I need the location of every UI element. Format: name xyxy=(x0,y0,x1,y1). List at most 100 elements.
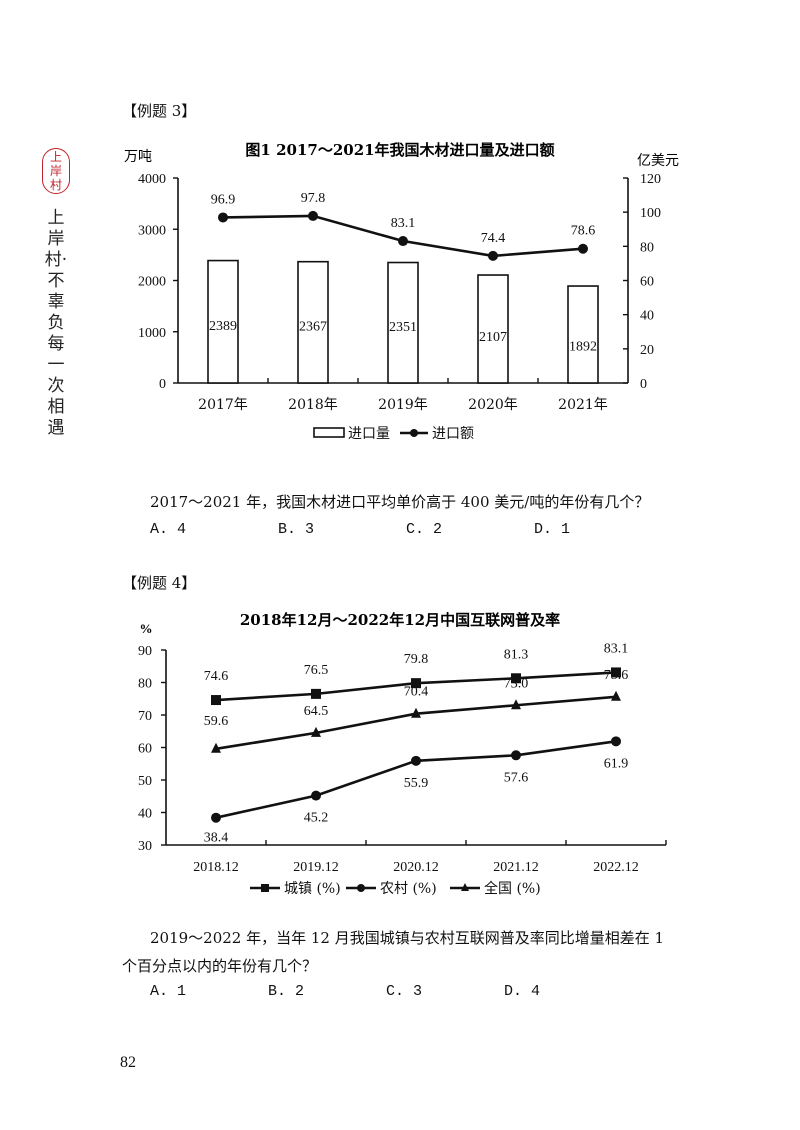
circle-marker xyxy=(308,210,318,221)
svg-text:60: 60 xyxy=(138,742,152,757)
circle-marker xyxy=(398,236,408,247)
chart-internet-penetration: 2018年12月～2022年12月中国互联网普及率 % 30 40 50 60 70 80… xyxy=(138,611,667,897)
seal-char: 上 xyxy=(49,150,62,164)
point-value-label: 70.4 xyxy=(404,685,429,700)
svg-text:80: 80 xyxy=(138,677,152,692)
legend-bar-swatch xyxy=(313,427,345,438)
circle-marker xyxy=(211,812,221,823)
bar-value-label: 2107 xyxy=(479,330,507,345)
chart-title: 2018年12月～2022年12月中国互联网普及率 xyxy=(240,611,560,629)
chart-legend: 进口量 进口额 xyxy=(313,426,474,442)
example-3-label: 【例题 3】 xyxy=(122,102,197,120)
seal-char: 岸 xyxy=(49,164,62,178)
option-d: D. 1 xyxy=(534,521,571,538)
point-value-label: 79.8 xyxy=(404,652,429,667)
point-value-label: 96.9 xyxy=(211,192,236,207)
example-4-label: 【例题 4】 xyxy=(122,574,197,592)
option-b: B. 2 xyxy=(268,983,305,1000)
x-tick-label: 2020.12 xyxy=(393,860,439,875)
example-3-question: 2017～2021 年，我国木材进口平均单价高于 400 美元/吨的年份有几个？ xyxy=(150,493,650,511)
right-axis-unit: 亿美元 xyxy=(637,153,679,169)
point-value-label: 74.4 xyxy=(481,231,506,246)
bar-import-volume xyxy=(567,285,599,384)
x-tick-label: 2022.12 xyxy=(593,860,639,875)
y-axis-unit: % xyxy=(140,621,153,636)
triangle-marker xyxy=(411,707,421,718)
square-marker xyxy=(211,695,221,706)
option-b: B. 3 xyxy=(278,521,315,538)
example-4-question-line2: 个百分点以内的年份有几个？ xyxy=(122,957,318,975)
circle-marker xyxy=(410,429,418,437)
svg-text:1000: 1000 xyxy=(138,326,166,341)
point-value-label: 57.6 xyxy=(504,770,529,785)
legend-label: 全国 (%) xyxy=(484,880,541,897)
circle-marker xyxy=(511,750,521,761)
chart-title: 图1 2017～2021年我国木材进口量及进口额 xyxy=(245,141,554,159)
x-tick-label: 2018.12 xyxy=(193,860,239,875)
svg-text:3000: 3000 xyxy=(138,223,166,238)
point-value-label: 81.3 xyxy=(504,647,529,662)
svg-text:70: 70 xyxy=(138,709,152,724)
x-tick-label: 2020年 xyxy=(468,397,518,413)
svg-text:2000: 2000 xyxy=(138,275,166,290)
bar-import-volume xyxy=(297,260,329,384)
point-value-label: 76.5 xyxy=(304,663,329,678)
point-value-label: 78.6 xyxy=(571,224,596,239)
seal-char: 村 xyxy=(49,178,62,192)
svg-text:0: 0 xyxy=(159,377,166,392)
circle-marker xyxy=(357,884,365,892)
x-tick-label: 2017年 xyxy=(198,397,248,413)
x-tick-label: 2021.12 xyxy=(493,860,539,875)
bar-value-label: 2351 xyxy=(389,320,417,335)
point-value-label: 74.6 xyxy=(204,669,229,684)
point-value-label: 73.0 xyxy=(504,676,529,691)
svg-text:40: 40 xyxy=(138,807,152,822)
svg-text:90: 90 xyxy=(138,644,152,659)
bar-value-label: 2389 xyxy=(209,319,237,334)
point-value-label: 97.8 xyxy=(301,191,326,206)
circle-marker xyxy=(578,243,588,254)
bar-value-label: 1892 xyxy=(569,340,597,355)
point-value-label: 64.5 xyxy=(304,704,329,719)
option-a: A. 4 xyxy=(150,521,187,538)
square-marker xyxy=(611,667,621,678)
series-line xyxy=(215,695,617,751)
svg-text:30: 30 xyxy=(138,839,152,854)
x-tick-label: 2021年 xyxy=(558,397,608,413)
point-value-label: 83.1 xyxy=(604,641,629,656)
left-axis-unit: 万吨 xyxy=(124,149,152,165)
point-value-label: 38.4 xyxy=(204,831,229,846)
option-a: A. 1 xyxy=(150,983,187,1000)
x-tick-label: 2018年 xyxy=(288,397,338,413)
side-slogan: 上岸村·不辜负每一次相遇 xyxy=(44,208,68,438)
page-number: 82 xyxy=(120,1054,136,1071)
svg-text:50: 50 xyxy=(138,774,152,789)
square-marker xyxy=(311,688,321,699)
point-value-label: 45.2 xyxy=(304,811,329,826)
point-value-label: 55.9 xyxy=(404,776,429,791)
point-value-label: 59.6 xyxy=(204,714,229,729)
option-c: C. 3 xyxy=(386,983,423,1000)
option-d: D. 4 xyxy=(504,983,541,1000)
legend-label: 进口量 xyxy=(348,426,390,442)
brand-seal: 上 岸 村 xyxy=(42,148,70,194)
bar-import-volume xyxy=(387,261,419,384)
circle-marker xyxy=(611,736,621,747)
circle-marker xyxy=(311,790,321,801)
svg-text:100: 100 xyxy=(640,206,661,221)
bar-value-label: 2367 xyxy=(299,319,327,334)
triangle-marker xyxy=(211,742,221,753)
circle-marker xyxy=(411,755,421,766)
chart-legend: 城镇 (%) 农村 (%) 全国 (%) xyxy=(250,880,541,897)
legend-label: 城镇 (%) xyxy=(284,881,341,897)
point-value-label: 83.1 xyxy=(391,216,416,231)
point-value-label: 61.9 xyxy=(604,756,629,771)
legend-label: 农村 (%) xyxy=(380,881,437,897)
svg-text:4000: 4000 xyxy=(138,172,166,187)
circle-marker xyxy=(488,250,498,261)
triangle-marker xyxy=(461,883,469,891)
point-value-label: 75.6 xyxy=(604,668,629,683)
triangle-marker xyxy=(511,699,521,710)
example-4-question-line1: 2019～2022 年，当年 12 月我国城镇与农村互联网普及率同比增量相差在 … xyxy=(150,929,665,947)
square-marker xyxy=(261,884,269,892)
